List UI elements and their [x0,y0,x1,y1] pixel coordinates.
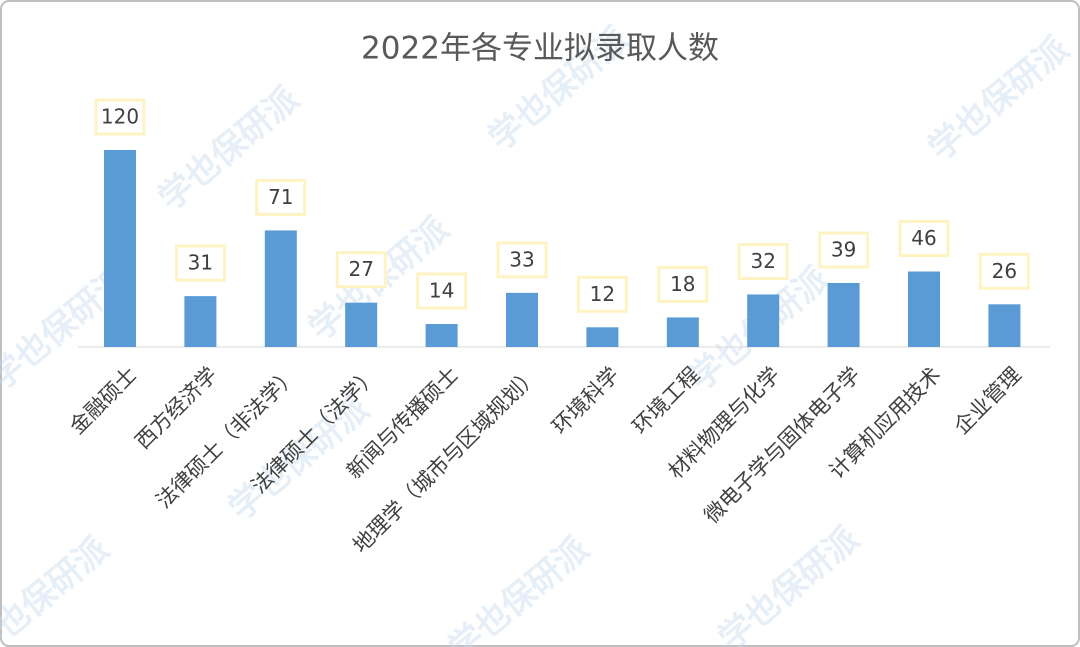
bar [425,324,458,347]
value-label-bg [416,272,468,310]
value-label: 31 [188,251,213,275]
value-label-bg [335,251,387,289]
bar [104,150,136,347]
value-label-bg [255,178,307,216]
bar [264,230,297,347]
value-label-bg [496,241,548,279]
value-label: 71 [268,185,293,209]
bar [506,292,538,347]
value-label: 120 [101,105,139,129]
bar [586,327,619,347]
value-label: 14 [429,279,454,303]
bar [908,271,940,347]
value-label-bg [576,275,628,313]
value-label: 26 [992,259,1017,283]
value-label-bg [174,244,226,282]
value-label: 27 [348,257,373,281]
value-label-bg [657,265,709,303]
value-label-bg [818,231,870,269]
value-label: 33 [509,247,534,271]
value-label: 12 [590,282,615,306]
value-label-bg [737,242,789,280]
chart-title: 2022年各专业拟录取人数 [361,31,719,67]
value-label: 18 [670,272,695,296]
bar [827,282,860,347]
value-label: 39 [831,237,856,261]
value-label-bg [898,219,950,257]
bar [988,304,1021,347]
value-label-bg [94,98,146,136]
value-label: 32 [750,249,775,273]
bar [666,317,699,347]
bar [345,302,378,347]
bar [184,296,217,347]
value-label: 46 [911,226,936,250]
bar [747,294,780,347]
value-label-bg [978,252,1030,290]
